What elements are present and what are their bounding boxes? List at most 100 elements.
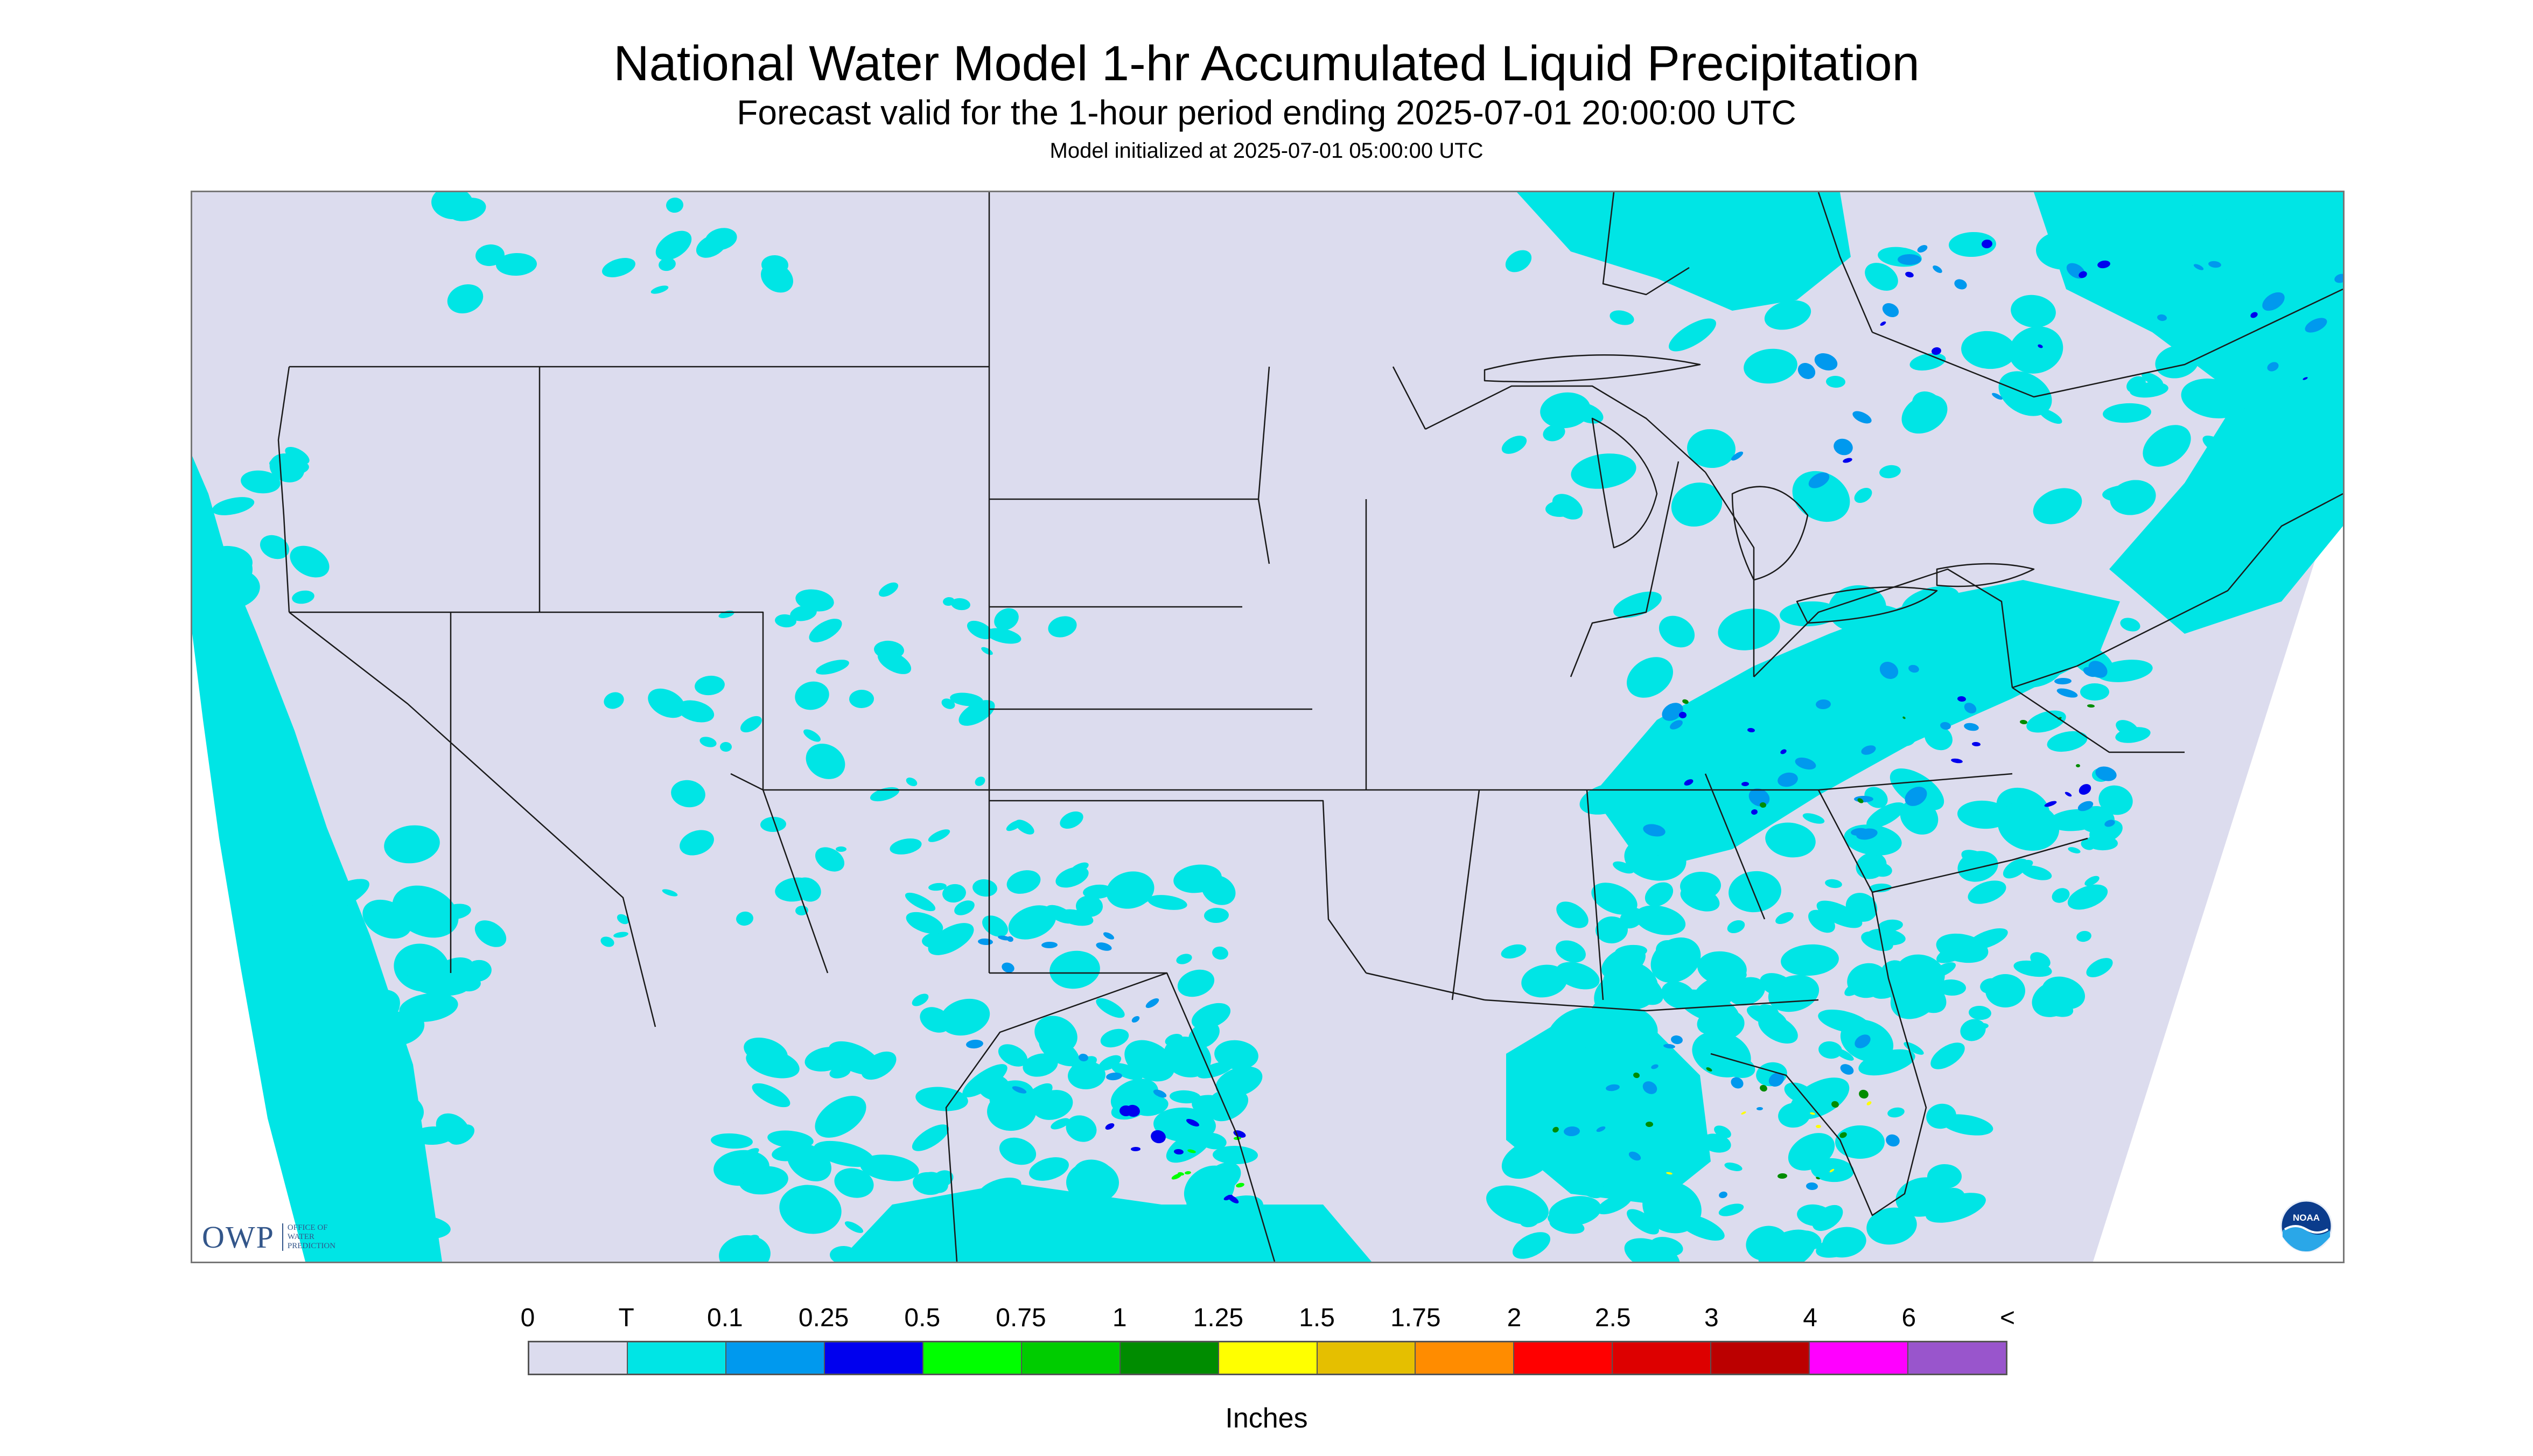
precip-cell [1714, 1125, 1731, 1138]
precip-cell [1808, 909, 1835, 933]
precip-cell [1869, 883, 1892, 893]
precip-cell [1964, 703, 1977, 713]
lake-outline [1484, 354, 1701, 383]
precip-cell [1568, 1145, 1615, 1185]
precip-cell [1540, 392, 1591, 429]
precip-cell [1829, 1168, 1835, 1173]
precip-cell [1591, 883, 1638, 915]
state-boundary [1586, 789, 1604, 1000]
precip-cell [1048, 616, 1077, 638]
legend-colorbar [528, 1341, 2007, 1375]
precip-cell [1680, 886, 1720, 912]
precip-cell [2039, 594, 2096, 631]
legend-swatch [529, 1342, 628, 1374]
precip-cell [1073, 1159, 1114, 1189]
precip-cell [1866, 1207, 1917, 1245]
precip-cell [431, 192, 473, 220]
precip-cell [1901, 394, 1948, 434]
map-canvas [192, 192, 2343, 1262]
precip-cell [1764, 300, 1811, 330]
precip-cell [1917, 245, 1928, 253]
precip-cell [1926, 1193, 1986, 1223]
precip-cell [2305, 318, 2327, 333]
precip-cell [1627, 1209, 1659, 1235]
state-boundary [1366, 972, 1485, 1001]
precip-cell [2262, 292, 2285, 311]
precip-cell [290, 545, 330, 578]
legend-swatch [923, 1342, 1022, 1374]
precip-cell [1634, 905, 1686, 935]
precip-cell [1671, 482, 1723, 527]
precip-cell [1666, 1172, 1673, 1175]
precip-cell [1843, 458, 1852, 463]
precip-cell [928, 883, 947, 891]
precip-cell [1659, 615, 1695, 648]
precip-cell [2196, 295, 2224, 316]
state-boundary [1872, 288, 2343, 398]
precip-cell [496, 253, 537, 276]
precip-cell [1818, 1041, 1842, 1059]
precip-cell [1826, 375, 1845, 388]
precip-cell [1111, 1063, 1143, 1080]
precip-cell [739, 1166, 788, 1195]
precip-cell [1548, 1213, 1579, 1231]
lake-outline [1591, 417, 1658, 549]
precip-cell [2097, 260, 2110, 269]
legend-swatch [1908, 1342, 2006, 1374]
precip-cell [2036, 230, 2092, 270]
precip-cell [2077, 801, 2094, 811]
state-boundary [2012, 493, 2343, 689]
state-boundaries [277, 192, 2343, 1262]
precip-cell [1201, 875, 1236, 905]
precip-cell [695, 675, 725, 696]
precip-cell [1521, 964, 1568, 998]
precip-cell [989, 1080, 1034, 1112]
precip-cell [1512, 1232, 1551, 1259]
legend-tick-label: 0.25 [798, 1304, 849, 1332]
precip-cell [1816, 699, 1831, 710]
precip-cell [942, 884, 966, 903]
precip-cell [447, 284, 484, 313]
precip-cell [1662, 703, 1683, 721]
precip-cell [1781, 944, 1839, 976]
legend-tick-label: 2.5 [1594, 1304, 1631, 1332]
precip-cell [2087, 704, 2095, 708]
precip-cell [1032, 1200, 1058, 1222]
precip-cell [1205, 1195, 1264, 1232]
precip-cell [1951, 758, 1963, 764]
precip-cell [1209, 1090, 1249, 1122]
precip-cell [1645, 882, 1674, 907]
state-boundary [1484, 999, 1819, 1012]
precip-cell [677, 700, 715, 723]
precip-cell [1663, 1044, 1675, 1049]
precipitation-map: OWP OFFICE OF WATER PREDICTION NOAA [191, 191, 2345, 1263]
precip-cell [1972, 741, 1981, 747]
precip-cell [1687, 429, 1736, 468]
precip-cell [1825, 879, 1842, 888]
precip-cell [1852, 411, 1872, 424]
precip-cell [1556, 940, 1586, 963]
precip-cell [998, 1044, 1028, 1067]
precip-cell [1119, 1105, 1132, 1117]
precip-cell [1051, 1118, 1070, 1130]
precip-cell [1706, 1067, 1712, 1072]
precip-cell [844, 1221, 864, 1233]
precip-cell [1633, 1072, 1640, 1079]
precip-cell [2041, 976, 2086, 1010]
precip-cell [1933, 265, 1942, 273]
precip-cell [739, 1235, 759, 1250]
state-boundary [1753, 568, 2013, 688]
precip-cell [1768, 1072, 1785, 1087]
precip-cell [2056, 688, 2078, 698]
precip-cell [1542, 1055, 1600, 1083]
precip-cell [1985, 974, 2025, 1007]
precip-cell [2076, 930, 2091, 942]
precip-cell [314, 1163, 353, 1195]
precip-cell [1940, 1047, 1957, 1056]
precip-cell [2009, 326, 2063, 374]
precip-cell [1552, 494, 1583, 520]
precip-cell [1171, 1173, 1182, 1180]
precip-cell [1124, 1040, 1175, 1082]
precip-cell [671, 780, 705, 808]
precip-cell [1974, 1023, 1989, 1030]
